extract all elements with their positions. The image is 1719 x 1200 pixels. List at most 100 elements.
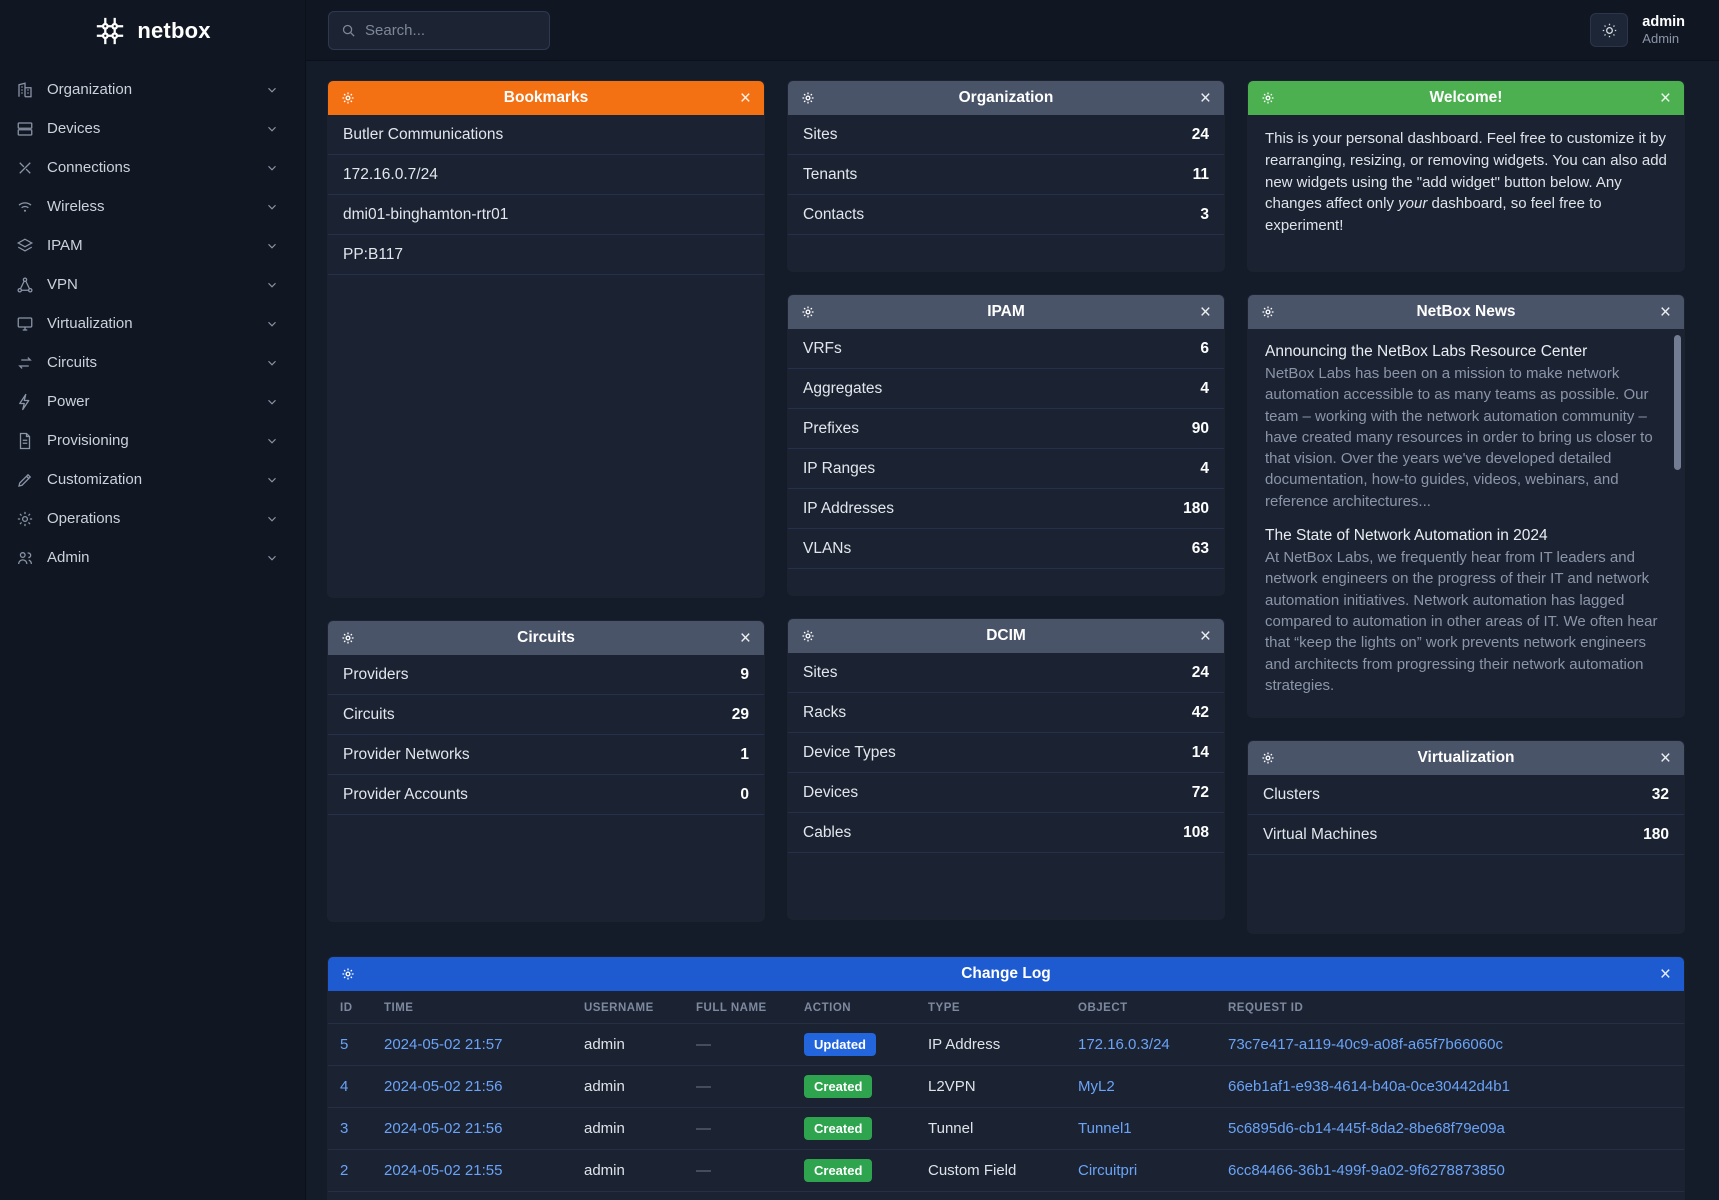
column-header-object[interactable]: OBJECT	[1078, 1002, 1128, 1014]
stat-label[interactable]: Clusters	[1263, 785, 1320, 803]
chevron-down-icon	[265, 434, 279, 448]
news-item-title[interactable]: The State of Network Automation in 2024	[1265, 527, 1548, 545]
change-object-link[interactable]: 172.16.0.3/24	[1078, 1036, 1170, 1053]
widget-close-button[interactable]: ×	[1198, 625, 1213, 648]
widget-close-button[interactable]: ×	[738, 627, 753, 650]
stat-label[interactable]: Provider Accounts	[343, 785, 468, 803]
widget-config-button[interactable]	[799, 303, 817, 321]
change-object-link[interactable]: Tunnel1	[1078, 1120, 1132, 1137]
sidebar-item-connections[interactable]: Connections	[0, 148, 305, 187]
search-box	[328, 10, 550, 50]
widget-config-button[interactable]	[1259, 303, 1277, 321]
change-id-link[interactable]: 4	[340, 1078, 349, 1095]
stat-label[interactable]: Provider Networks	[343, 745, 470, 763]
column-header-action[interactable]: ACTION	[804, 1002, 852, 1014]
bookmark-link[interactable]: Butler Communications	[343, 125, 504, 143]
user-menu[interactable]: admin Admin	[1642, 13, 1685, 47]
stat-value: 29	[731, 705, 749, 723]
bookmark-link[interactable]: 172.16.0.7/24	[343, 165, 438, 183]
sidebar-item-organization[interactable]: Organization	[0, 70, 305, 109]
sidebar-item-vpn[interactable]: VPN	[0, 265, 305, 304]
change-id-link[interactable]: 2	[340, 1162, 349, 1179]
stat-label[interactable]: Devices	[803, 783, 859, 801]
stat-label[interactable]: Tenants	[803, 165, 858, 183]
theme-toggle-button[interactable]	[1590, 13, 1629, 47]
sidebar-item-virtualization[interactable]: Virtualization	[0, 304, 305, 343]
search-input[interactable]	[365, 21, 537, 39]
widget-config-button[interactable]	[339, 629, 357, 647]
stat-label[interactable]: Prefixes	[803, 419, 859, 437]
stat-label[interactable]: IP Ranges	[803, 459, 876, 477]
stat-row: Device Types 14	[788, 733, 1224, 773]
stat-label[interactable]: VRFs	[803, 339, 842, 357]
widget-close-button[interactable]: ×	[1658, 87, 1673, 110]
sidebar-item-devices[interactable]: Devices	[0, 109, 305, 148]
stat-label[interactable]: Aggregates	[803, 379, 883, 397]
change-request-id-link[interactable]: 66eb1af1-e938-4614-b40a-0ce30442d4b1	[1228, 1078, 1510, 1095]
change-time-link[interactable]: 2024-05-02 21:56	[384, 1078, 503, 1095]
stat-label[interactable]: Contacts	[803, 205, 865, 223]
news-item-title[interactable]: Announcing the NetBox Labs Resource Cent…	[1265, 343, 1588, 360]
widget-close-button[interactable]: ×	[1658, 301, 1673, 324]
users-icon	[15, 549, 34, 567]
welcome-text-part: dashboard, so feel free to experiment!	[1265, 195, 1602, 234]
stat-label[interactable]: IP Addresses	[803, 499, 895, 517]
column-header-request-id[interactable]: REQUEST ID	[1228, 1002, 1304, 1014]
stat-label[interactable]: Racks	[803, 703, 847, 721]
bookmark-link[interactable]: dmi01-binghamton-rtr01	[343, 205, 509, 223]
news-scrollbar-thumb[interactable]	[1674, 335, 1681, 470]
change-id-link[interactable]: 3	[340, 1120, 349, 1137]
column-header-id[interactable]: ID	[340, 1002, 353, 1014]
sidebar-item-power[interactable]: Power	[0, 382, 305, 421]
widget-close-button[interactable]: ×	[738, 87, 753, 110]
sidebar-item-circuits[interactable]: Circuits	[0, 343, 305, 382]
column-header-time[interactable]: TIME	[384, 1002, 414, 1014]
change-request-id-link[interactable]: 6cc84466-36b1-499f-9a02-9f6278873850	[1228, 1162, 1505, 1179]
sidebar-item-customization[interactable]: Customization	[0, 460, 305, 499]
stat-label[interactable]: Providers	[343, 665, 409, 683]
change-request-id-link[interactable]: 73c7e417-a119-40c9-a08f-a65f7b66060c	[1228, 1036, 1503, 1053]
change-id-link[interactable]: 5	[340, 1036, 349, 1053]
column-header-type[interactable]: TYPE	[928, 1002, 961, 1014]
widget-config-button[interactable]	[339, 965, 357, 983]
widget-config-button[interactable]	[799, 627, 817, 645]
stat-label[interactable]: Circuits	[343, 705, 395, 723]
widget-close-button[interactable]: ×	[1198, 87, 1213, 110]
stat-label[interactable]: Sites	[803, 125, 838, 143]
widget-close-button[interactable]: ×	[1658, 747, 1673, 770]
sidebar-item-provisioning[interactable]: Provisioning	[0, 421, 305, 460]
widget-virtualization: Virtualization × Clusters 32 Virtual Mach…	[1248, 741, 1684, 933]
stat-label[interactable]: Cables	[803, 823, 852, 841]
stat-label[interactable]: Device Types	[803, 743, 896, 761]
widget-config-button[interactable]	[339, 89, 357, 107]
stat-label[interactable]: VLANs	[803, 539, 852, 557]
brand[interactable]: netbox	[0, 0, 305, 62]
change-type: IP Address	[928, 1036, 1001, 1053]
widget-config-button[interactable]	[799, 89, 817, 107]
sidebar: netbox Organization Devices Connections	[0, 0, 306, 1200]
change-time-link[interactable]: 2024-05-02 21:56	[384, 1120, 503, 1137]
widget-title: IPAM	[987, 303, 1025, 320]
widget-config-button[interactable]	[1259, 89, 1277, 107]
sidebar-item-wireless[interactable]: Wireless	[0, 187, 305, 226]
change-object-link[interactable]: MyL2	[1078, 1078, 1115, 1095]
gear-icon	[801, 305, 815, 319]
change-object-link[interactable]: Circuitpri	[1078, 1162, 1138, 1179]
bookmark-link[interactable]: PP:B117	[343, 245, 404, 263]
change-time-link[interactable]: 2024-05-02 21:55	[384, 1162, 503, 1179]
column-header-username[interactable]: USERNAME	[584, 1002, 654, 1014]
widget-close-button[interactable]: ×	[1658, 963, 1673, 986]
stat-label[interactable]: Virtual Machines	[1263, 825, 1378, 843]
sidebar-item-ipam[interactable]: IPAM	[0, 226, 305, 265]
widget-config-button[interactable]	[1259, 749, 1277, 767]
change-time-link[interactable]: 2024-05-02 21:57	[384, 1036, 503, 1053]
column-header-full-name[interactable]: FULL NAME	[696, 1002, 767, 1014]
welcome-text-part: This is your personal dashboard. Feel fr…	[1265, 130, 1667, 213]
sidebar-item-operations[interactable]: Operations	[0, 499, 305, 538]
widget-close-button[interactable]: ×	[1198, 301, 1213, 324]
stat-value: 180	[1183, 499, 1209, 517]
gear-icon	[801, 91, 815, 105]
change-request-id-link[interactable]: 5c6895d6-cb14-445f-8da2-8be68f79e09a	[1228, 1120, 1505, 1137]
sidebar-item-admin[interactable]: Admin	[0, 538, 305, 577]
stat-label[interactable]: Sites	[803, 663, 838, 681]
